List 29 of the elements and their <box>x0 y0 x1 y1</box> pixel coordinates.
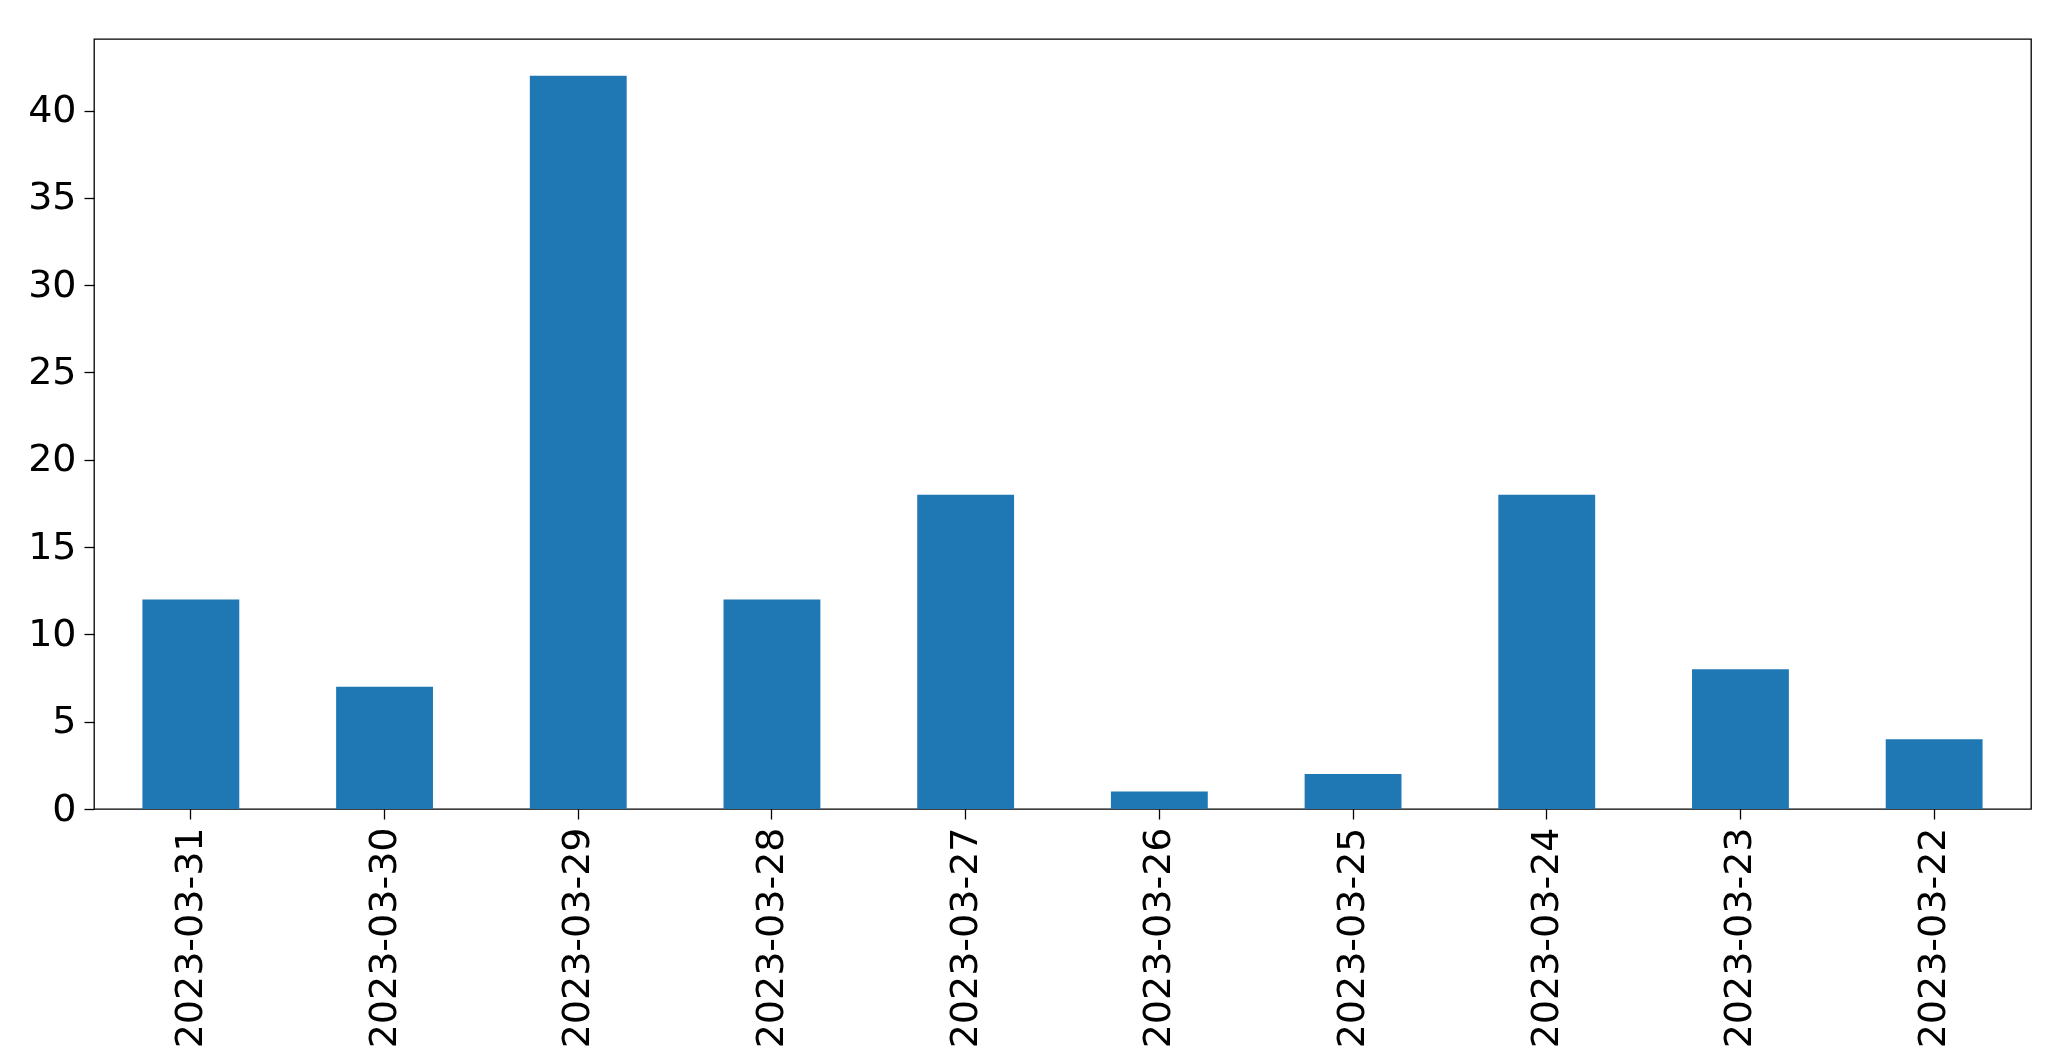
x-tick-label: 2023-03-28 <box>747 827 792 1049</box>
x-tick-label: 2023-03-27 <box>941 827 986 1049</box>
bar <box>1885 739 1983 809</box>
bar <box>1304 774 1402 809</box>
y-tick-label: 5 <box>52 698 77 743</box>
bar <box>1692 669 1789 809</box>
bar <box>723 599 821 809</box>
bar <box>917 494 1015 809</box>
x-tick-label: 2023-03-25 <box>1329 827 1374 1049</box>
bar <box>1498 494 1596 809</box>
bar <box>1110 791 1208 809</box>
x-tick-label: 2023-03-26 <box>1135 827 1180 1049</box>
bar <box>336 686 433 809</box>
y-tick-label: 0 <box>52 785 77 830</box>
bar <box>142 599 240 809</box>
y-tick-label: 20 <box>28 436 77 481</box>
x-tick-label: 2023-03-23 <box>1716 827 1761 1049</box>
y-tick-label: 10 <box>28 610 77 655</box>
x-tick-label: 2023-03-31 <box>166 827 211 1049</box>
y-tick-label: 30 <box>28 261 77 306</box>
bar <box>529 75 627 809</box>
y-tick-label: 35 <box>28 174 77 219</box>
x-tick-label: 2023-03-29 <box>554 827 599 1049</box>
x-tick-label: 2023-03-30 <box>360 827 405 1049</box>
y-tick-label: 25 <box>28 348 77 393</box>
y-tick-label: 40 <box>28 87 77 132</box>
x-tick-label: 2023-03-22 <box>1910 827 1955 1049</box>
y-tick-label: 15 <box>28 523 77 568</box>
x-tick-label: 2023-03-24 <box>1522 827 1567 1049</box>
